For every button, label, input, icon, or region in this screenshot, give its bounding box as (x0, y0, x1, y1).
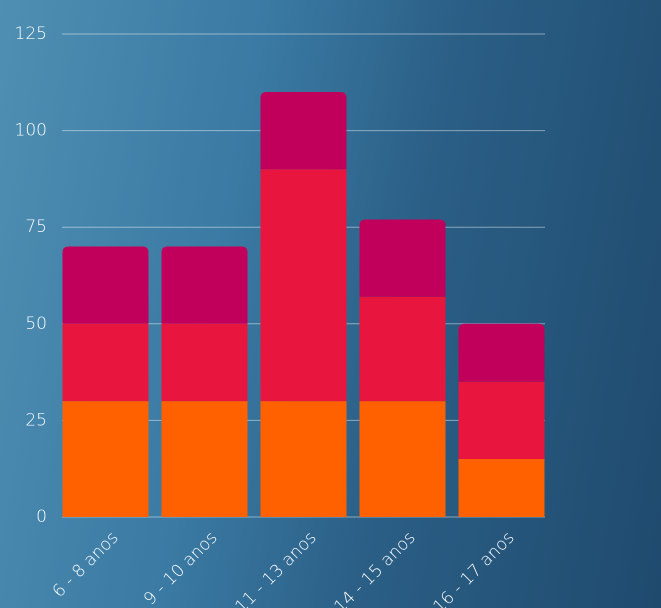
x-tick-label: 6 - 8 anos (49, 528, 123, 602)
x-tick-label: 14 - 15 anos (330, 528, 419, 608)
bar-segment (63, 401, 149, 517)
bar-segment (162, 247, 248, 324)
chart: 0 25 50 75 100 125 6 - 8 anos9 - 10 anos11 - 1… (0, 0, 661, 608)
bar-segment (459, 382, 545, 459)
bar-segment (459, 324, 545, 382)
bar-segment (360, 297, 446, 401)
y-tick-label: 75 (25, 217, 47, 237)
bar-segment (261, 401, 347, 517)
bar-segment (459, 459, 545, 517)
y-tick-label: 50 (25, 314, 47, 334)
x-tick-label: 9 - 10 anos (140, 528, 221, 608)
y-tick-label: 100 (15, 121, 47, 141)
x-tick-label: 11 - 13 anos (231, 528, 320, 608)
bar-segment (63, 324, 149, 401)
bar-segment (261, 92, 347, 169)
bar-segment (360, 401, 446, 517)
bar-segment (63, 247, 149, 324)
bar-segment (162, 324, 248, 401)
chart-container: 0 25 50 75 100 125 6 - 8 anos9 - 10 anos11 - 1… (0, 0, 661, 608)
y-tick-label: 125 (15, 24, 47, 44)
bar-segment (360, 219, 446, 296)
bar-segment (162, 401, 248, 517)
y-tick-label: 25 (25, 410, 47, 430)
y-tick-label: 0 (36, 507, 47, 527)
x-tick-label: 16 - 17 anos (429, 528, 518, 608)
bar-segment (261, 169, 347, 401)
